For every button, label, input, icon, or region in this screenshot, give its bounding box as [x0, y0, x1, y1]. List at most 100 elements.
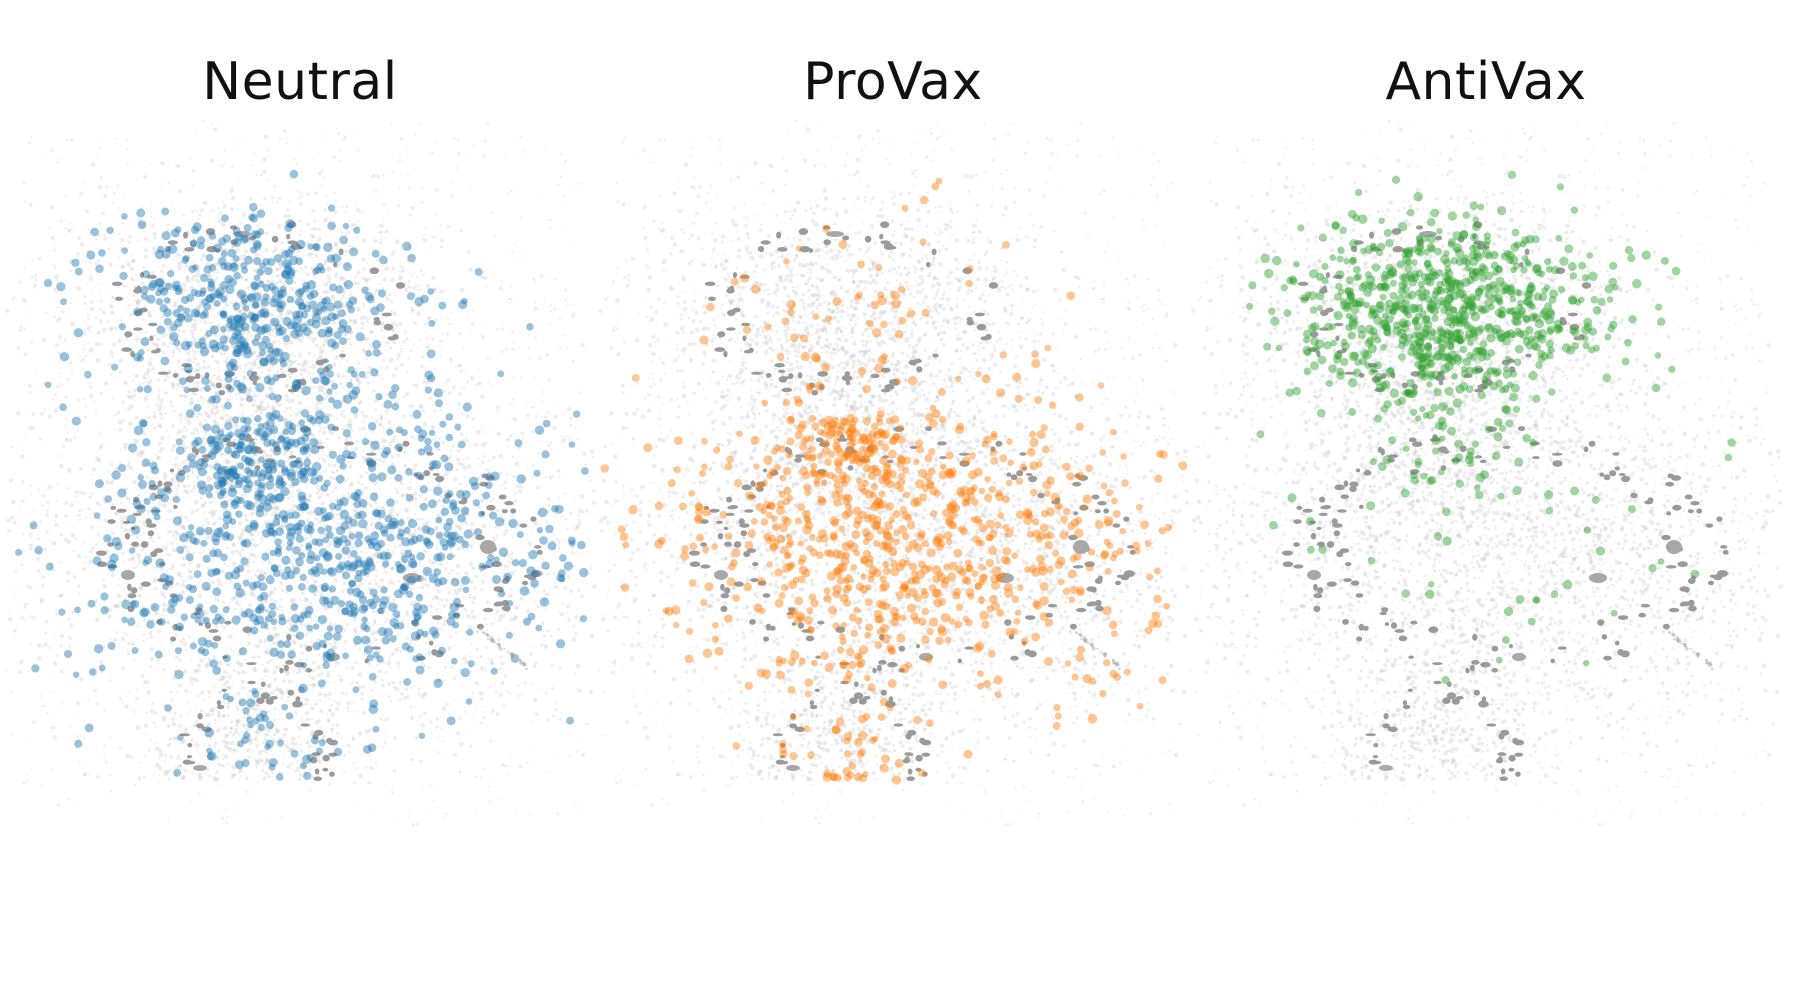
background-point	[183, 305, 187, 309]
background-point	[111, 397, 115, 400]
background-point	[125, 442, 129, 446]
background-point	[452, 385, 456, 390]
background-point	[19, 660, 24, 665]
background-point	[235, 347, 238, 350]
background-point	[462, 438, 464, 441]
background-point	[428, 603, 432, 607]
background-point	[299, 743, 302, 747]
background-point	[361, 489, 365, 492]
background-point	[226, 604, 231, 609]
background-point	[244, 543, 248, 547]
background-point	[518, 764, 523, 769]
background-point	[287, 359, 293, 365]
background-point	[172, 339, 177, 344]
background-point	[568, 754, 571, 757]
background-point	[294, 268, 299, 273]
background-point	[151, 223, 155, 228]
background-point	[364, 486, 368, 490]
background-point	[441, 303, 444, 306]
background-point	[119, 251, 122, 254]
background-point	[243, 337, 247, 341]
background-point	[160, 477, 163, 479]
background-point	[506, 192, 509, 195]
background-point	[307, 717, 311, 721]
background-point	[83, 348, 86, 351]
background-point	[179, 129, 181, 132]
background-point	[189, 710, 192, 713]
background-point	[64, 226, 68, 230]
background-point	[195, 350, 199, 354]
background-point	[261, 343, 264, 346]
background-point	[515, 607, 518, 611]
background-point	[67, 636, 71, 640]
background-point	[346, 359, 349, 363]
background-point	[434, 188, 439, 192]
background-point	[511, 417, 514, 420]
background-point	[316, 357, 320, 360]
background-point	[440, 354, 442, 357]
background-point	[326, 546, 329, 549]
background-point	[155, 250, 160, 256]
background-point	[485, 646, 489, 650]
background-point	[397, 527, 403, 532]
background-point	[170, 268, 174, 271]
background-point	[283, 268, 289, 274]
background-point	[398, 158, 402, 162]
background-point	[409, 481, 412, 484]
background-point	[173, 311, 177, 315]
background-point	[84, 516, 88, 519]
background-point	[115, 137, 119, 140]
background-point	[298, 143, 301, 145]
background-point	[26, 584, 31, 589]
background-point	[574, 631, 578, 636]
background-point	[158, 748, 163, 753]
background-point	[298, 745, 301, 748]
background-point	[503, 564, 507, 569]
background-point	[336, 732, 339, 736]
background-point	[177, 348, 180, 351]
background-point	[546, 496, 551, 501]
background-point	[125, 148, 129, 151]
background-point	[151, 540, 155, 544]
background-point	[121, 418, 125, 422]
background-point	[56, 161, 59, 164]
background-point	[197, 581, 201, 585]
background-point	[542, 634, 546, 638]
background-point	[358, 211, 362, 215]
background-point	[271, 344, 275, 348]
background-point	[91, 547, 94, 551]
background-point	[222, 740, 228, 745]
background-point	[245, 790, 249, 794]
background-point	[417, 303, 422, 308]
background-point	[318, 345, 323, 350]
background-point	[562, 333, 565, 336]
background-point	[431, 337, 435, 341]
background-point	[143, 254, 148, 259]
background-point	[78, 287, 82, 291]
background-point	[171, 336, 175, 340]
background-point	[230, 484, 233, 487]
background-point	[237, 292, 242, 297]
background-point	[498, 667, 502, 671]
background-point	[273, 302, 278, 307]
background-point	[268, 590, 273, 594]
background-point	[552, 425, 557, 431]
background-point	[396, 661, 400, 665]
background-point	[370, 588, 374, 591]
background-point	[150, 215, 153, 218]
background-point	[206, 715, 209, 718]
background-point	[78, 518, 82, 521]
background-point	[348, 424, 351, 427]
background-point	[292, 603, 297, 608]
background-point	[94, 261, 98, 266]
background-point	[235, 624, 239, 627]
background-point	[283, 214, 288, 218]
background-point	[183, 620, 186, 623]
background-point	[127, 307, 130, 310]
background-point	[278, 498, 281, 501]
background-point	[526, 609, 531, 613]
background-point	[524, 154, 527, 157]
background-point	[59, 561, 62, 564]
background-point	[560, 515, 563, 518]
background-point	[211, 404, 214, 407]
